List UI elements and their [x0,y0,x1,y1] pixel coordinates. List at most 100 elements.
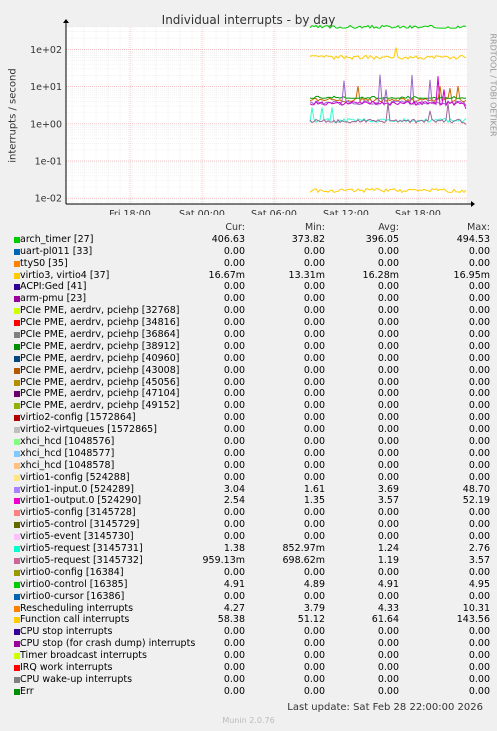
legend-cur: 0.00 [223,400,245,412]
legend-avg: 0.00 [377,471,399,483]
legend-label: virtio2-config [1572864] [20,412,136,424]
series-line [309,86,467,103]
legend-max: 0.00 [468,471,490,483]
legend-cur: 2.54 [223,495,245,507]
legend-cur: 0.00 [223,376,245,388]
legend-min: 0.00 [303,364,325,376]
legend-swatch [14,629,20,636]
legend-label: Function call interrupts [20,614,130,626]
series-line [309,107,467,124]
legend-avg: 0.00 [377,376,399,388]
legend-max: 0.00 [468,329,490,341]
legend-min: 0.00 [303,590,325,602]
legend-avg: 1.24 [377,543,399,555]
series-line [309,76,467,109]
x-tick-label: Sat 06:00 [251,209,297,215]
legend-row: virtio5-event [3145730] 0.00 0.00 0.00 0.00 [12,531,492,543]
legend-avg: 0.00 [377,352,399,364]
legend-swatch [14,450,20,457]
legend-cur: 0.00 [223,293,245,305]
legend-label: ttyS0 [35] [20,257,68,269]
legend-label: arch_timer [27] [20,233,94,245]
legend-cur: 58.38 [217,614,245,626]
legend-min: 0.00 [303,638,325,650]
legend-min: 0.00 [303,507,325,519]
legend-row: IRQ work interrupts 0.00 0.00 0.00 0.00 [12,662,492,674]
legend-cur: 0.00 [223,519,245,531]
y-tick-label: 1e+00 [30,119,62,130]
legend-row: ttyS0 [35] 0.00 0.00 0.00 0.00 [12,258,492,270]
legend-avg: 0.00 [377,436,399,448]
legend-cur: 0.00 [223,352,245,364]
legend-swatch [14,355,20,362]
legend-max: 0.00 [468,293,490,305]
legend-label: ACPI:Ged [41] [20,281,87,293]
legend-max: 0.00 [468,531,490,543]
legend-min: 0.00 [303,447,325,459]
legend-row: CPU stop (for crash dump) interrupts 0.00… [12,638,492,650]
legend-row: xhci_hcd [1048576] 0.00 0.00 0.00 0.00 [12,436,492,448]
legend-label: PCIe PME, aerdrv, pciehp [40960] [20,352,180,364]
legend-swatch [14,320,20,327]
legend-avg: 0.00 [377,412,399,424]
header-avg: Avg: [378,222,399,233]
legend-row: xhci_hcd [1048577] 0.00 0.00 0.00 0.00 [12,448,492,460]
legend-row: CPU wake-up interrupts 0.00 0.00 0.00 0.00 [12,674,492,686]
legend-label: Timer broadcast interrupts [20,650,147,662]
legend-row: Rescheduling interrupts 4.27 3.79 4.33 10.31 [12,603,492,615]
legend-cur: 406.63 [211,233,245,245]
legend-label: virtio5-request [3145731] [20,543,143,555]
last-update: Last update: Sat Feb 28 22:00:00 2026 [287,702,483,713]
legend-max: 0.00 [468,447,490,459]
legend-avg: 0.00 [377,459,399,471]
legend-max: 0.00 [468,590,490,602]
legend-max: 0.00 [468,661,490,673]
legend-min: 0.00 [303,471,325,483]
legend-max: 2.76 [468,543,490,555]
legend-swatch [14,308,20,315]
legend-max: 0.00 [468,317,490,329]
legend-avg: 61.64 [371,614,399,626]
legend-row: virtio5-control [3145729] 0.00 0.00 0.00 0.0… [12,519,492,531]
legend-avg: 0.00 [377,424,399,436]
legend-avg: 0.00 [377,685,399,697]
x-tick-label: Sat 12:00 [323,209,369,215]
legend-min: 0.00 [303,340,325,352]
footer: Munin 2.0.76 [222,716,275,725]
legend-cur: 0.00 [223,305,245,317]
legend-min: 0.00 [303,388,325,400]
legend-avg: 1.19 [377,554,399,566]
legend-label: PCIe PME, aerdrv, pciehp [34816] [20,317,180,329]
legend-min: 0.00 [303,245,325,257]
legend-row: virtio1-output.0 [524290] 2.54 1.35 3.57 52.… [12,495,492,507]
legend-max: 0.00 [468,650,490,662]
legend-max: 0.00 [468,364,490,376]
legend-cur: 0.00 [223,685,245,697]
legend-max: 16.95m [453,269,490,281]
legend-cur: 0.00 [223,317,245,329]
legend-min: 0.00 [303,436,325,448]
y-tick-label: 1e-02 [35,194,62,205]
x-tick-label: Fri 18:00 [109,209,151,215]
legend-min: 0.00 [303,281,325,293]
legend-row: virtio0-cursor [16386] 0.00 0.00 0.00 0.00 [12,591,492,603]
legend-label: virtio1-config [524288] [20,471,130,483]
legend-cur: 0.00 [223,388,245,400]
legend-swatch [14,569,20,576]
legend-swatch [14,557,20,564]
legend-cur: 3.04 [223,483,245,495]
legend-swatch [14,391,20,398]
legend-swatch [14,474,20,481]
legend-cur: 1.38 [223,543,245,555]
legend-max: 0.00 [468,340,490,352]
legend-cur: 0.00 [223,638,245,650]
legend-max: 0.00 [468,305,490,317]
legend-cur: 16.67m [208,269,245,281]
legend-label: Rescheduling interrupts [20,602,134,614]
legend-cur: 4.27 [223,602,245,614]
header-min: Min: [304,222,325,233]
legend-min: 0.00 [303,257,325,269]
legend-swatch [14,498,20,505]
legend-row: xhci_hcd [1048578] 0.00 0.00 0.00 0.00 [12,460,492,472]
legend-avg: 0.00 [377,305,399,317]
